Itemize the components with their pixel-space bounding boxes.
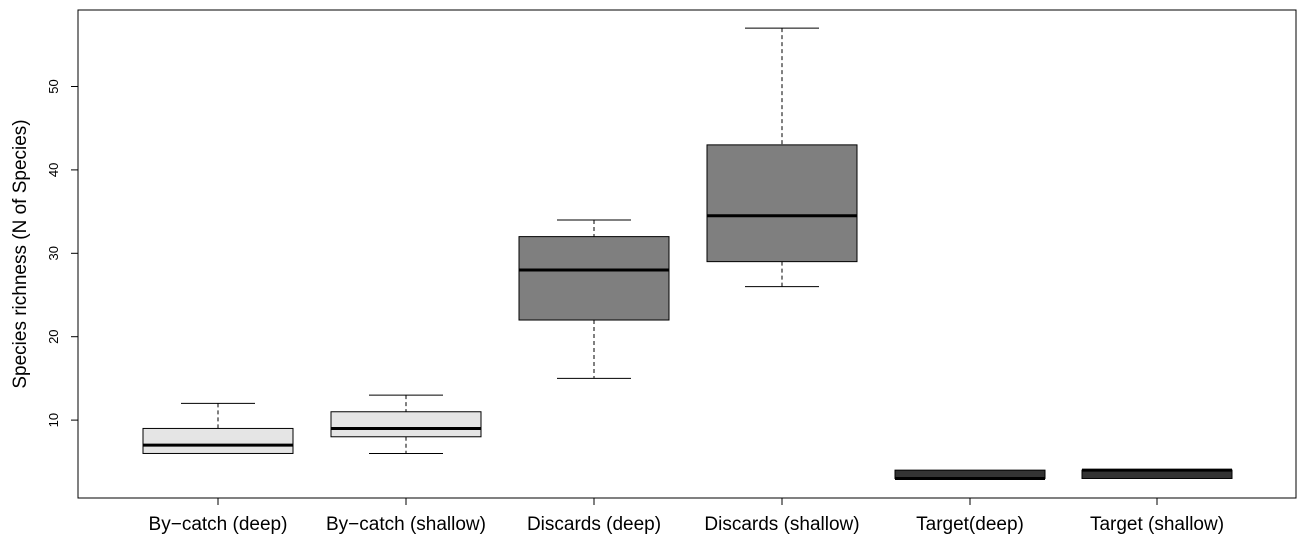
x-axis: By−catch (deep) By−catch (shallow) Discard…: [149, 498, 1224, 535]
x-tick-label: By−catch (deep): [149, 514, 288, 535]
y-tick-label: 20: [46, 329, 61, 343]
x-tick-label: Target (shallow): [1090, 514, 1224, 535]
box-body: [518, 236, 670, 321]
x-tick-label: Discards (deep): [527, 514, 661, 535]
x-tick-label: Target(deep): [916, 514, 1024, 535]
box-plot: [1081, 468, 1233, 479]
box-plot: [894, 469, 1046, 480]
x-tick-label: Discards (shallow): [704, 514, 859, 535]
box-plot: [706, 27, 858, 288]
box-plot: [330, 394, 482, 454]
box-plot: [518, 219, 670, 379]
y-axis-title: Species richness (N of Species): [10, 119, 31, 388]
x-tick-label: By−catch (shallow): [326, 514, 486, 535]
y-tick-label: 50: [46, 79, 61, 93]
y-tick-label: 10: [46, 413, 61, 427]
box-body: [706, 144, 858, 263]
box-series: [142, 27, 1233, 480]
plot-frame: [77, 9, 1297, 499]
y-tick-label: 30: [46, 246, 61, 260]
box-body: [330, 411, 482, 438]
y-tick-label: 40: [46, 163, 61, 177]
box-plot: [142, 402, 294, 454]
box-body: [142, 427, 294, 454]
y-axis: 10 20 30 40 50: [46, 79, 78, 427]
